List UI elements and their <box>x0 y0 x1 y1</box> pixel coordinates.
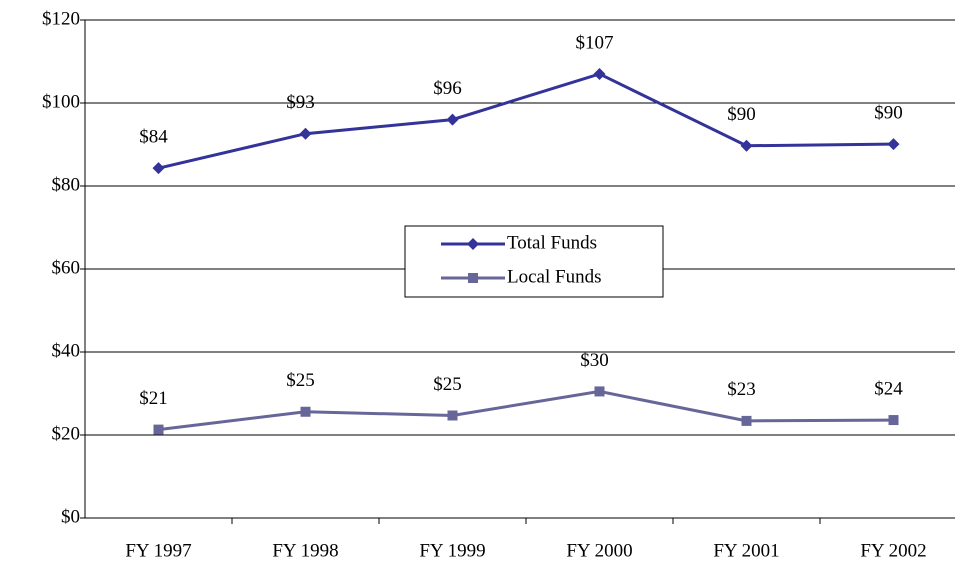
x-tick-label: FY 2000 <box>566 540 632 561</box>
data-label: $21 <box>139 388 168 409</box>
marker <box>741 415 752 426</box>
marker <box>152 162 165 175</box>
marker <box>740 139 753 152</box>
data-label: $25 <box>433 374 462 395</box>
y-tick-label: $120 <box>42 8 80 29</box>
y-tick-label: $60 <box>52 257 81 278</box>
marker <box>888 415 899 426</box>
legend-label: Local Funds <box>507 266 601 287</box>
marker <box>467 238 479 250</box>
marker <box>593 67 606 80</box>
legend: Total Funds Local Funds <box>404 225 664 298</box>
marker <box>300 406 311 417</box>
x-tick-label: FY 1997 <box>125 540 191 561</box>
marker <box>446 113 459 126</box>
legend-label: Total Funds <box>507 232 597 253</box>
x-tick-label: FY 1998 <box>272 540 338 561</box>
x-tick-label: FY 2002 <box>860 540 926 561</box>
x-tick-label: FY 2001 <box>713 540 779 561</box>
data-label: $93 <box>286 92 315 113</box>
y-tick-label: $40 <box>52 340 81 361</box>
marker <box>153 424 164 435</box>
y-tick-label: $0 <box>61 506 80 527</box>
data-label: $25 <box>286 370 315 391</box>
data-label: $23 <box>727 379 756 400</box>
y-tick-label: $80 <box>52 174 81 195</box>
data-label: $96 <box>433 78 462 99</box>
marks: $84 $93 $96 $107 $90 $90 $21 $25 $25 $30 $23 $24 <box>139 32 903 435</box>
y-tick-label: $100 <box>42 91 80 112</box>
marker <box>887 138 900 151</box>
data-label: $24 <box>874 378 903 399</box>
series-line <box>158 72 894 170</box>
data-label: $90 <box>727 104 756 125</box>
x-tick-label: FY 1999 <box>419 540 485 561</box>
marker <box>447 410 458 421</box>
marker <box>299 127 312 140</box>
data-label: $30 <box>580 350 609 371</box>
axes: $0 $20 $40 $60 $80 $100 $120 FY 1997 FY 1998 FY 1… <box>42 8 927 561</box>
marker <box>468 273 478 283</box>
legend-box <box>404 225 664 298</box>
data-label: $107 <box>576 32 614 53</box>
series-line <box>158 389 894 432</box>
data-label: $90 <box>874 102 903 123</box>
marker <box>594 386 605 397</box>
data-label: $84 <box>139 127 168 148</box>
y-tick-label: $20 <box>52 423 81 444</box>
grid <box>85 19 955 519</box>
